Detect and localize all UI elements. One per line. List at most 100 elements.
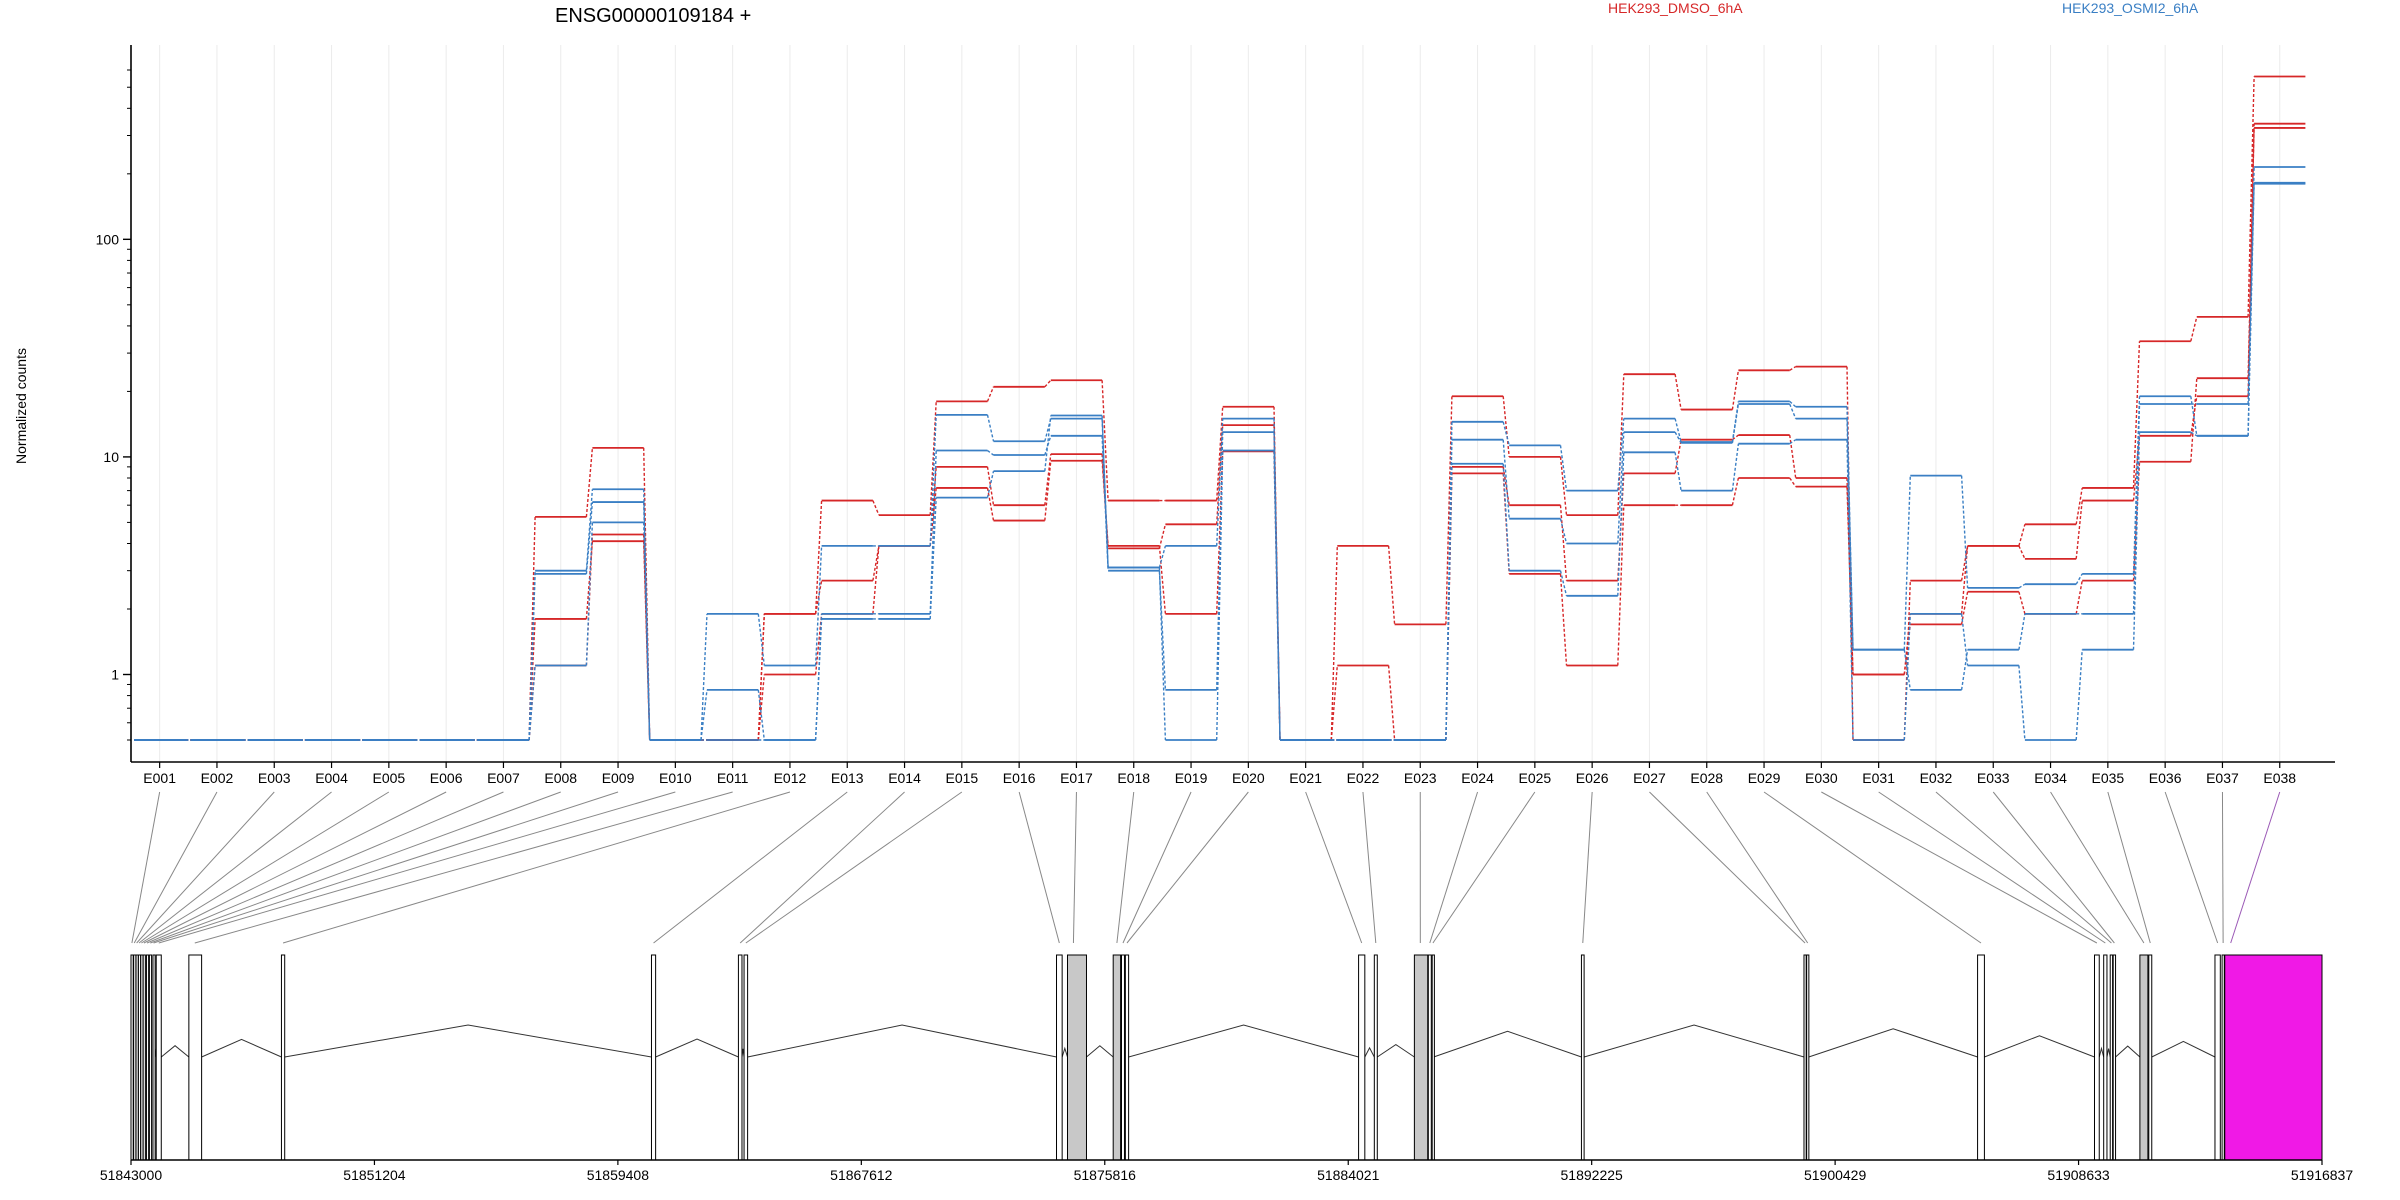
- series-connector: [2190, 431, 2198, 437]
- connector-E028: [1706, 791, 1809, 944]
- x-tick-label-E023: E023: [1404, 770, 1437, 786]
- connector-E038: [2230, 791, 2281, 944]
- series-connector: [1674, 431, 1682, 444]
- exon-E006: [142, 954, 146, 1161]
- x-tick-label-E033: E033: [1977, 770, 2010, 786]
- connector-E015: [745, 791, 963, 944]
- connector-E024: [1429, 791, 1479, 944]
- genomic-tick-label: 51859408: [587, 1167, 650, 1183]
- series-connector: [814, 580, 823, 614]
- series-connector: [1158, 545, 1167, 568]
- series-connector: [2247, 182, 2255, 436]
- exon-E002: [133, 954, 137, 1161]
- series-connector: [1846, 418, 1854, 650]
- series-connector: [528, 665, 536, 741]
- series-connector: [1674, 452, 1682, 491]
- series-connector: [1789, 400, 1797, 408]
- exon-E036: [2214, 954, 2221, 1161]
- x-tick-label-E038: E038: [2263, 770, 2296, 786]
- series-connector: [1789, 434, 1797, 479]
- series-connector: [1044, 415, 1052, 472]
- series-connector: [1617, 505, 1625, 666]
- series-connector: [1559, 445, 1568, 491]
- exon-E018: [1112, 954, 1122, 1161]
- series-connector: [2075, 573, 2083, 585]
- series-connector: [1387, 665, 1396, 741]
- x-tick-label-E003: E003: [258, 770, 291, 786]
- series-connector: [929, 497, 937, 619]
- legend-entry-dmso: HEK293_DMSO_6hA: [1608, 0, 1743, 16]
- exon-E015: [743, 954, 749, 1161]
- exon-E004: [137, 954, 142, 1161]
- series-connector: [1789, 477, 1797, 488]
- x-tick-label-E006: E006: [430, 770, 463, 786]
- intron: [1583, 1024, 1805, 1058]
- series-connector: [1044, 379, 1052, 388]
- series-connector: [1960, 475, 1969, 588]
- series-connector: [585, 522, 594, 666]
- series-connector: [1101, 380, 1109, 501]
- series-connector: [1789, 366, 1797, 371]
- series-connector: [2190, 396, 2198, 436]
- series-connector: [700, 613, 708, 741]
- series-connector: [1559, 518, 1568, 544]
- connector-E005: [141, 791, 390, 944]
- x-tick-label-E028: E028: [1690, 770, 1723, 786]
- series-connector: [643, 522, 651, 741]
- x-tick-label-E024: E024: [1461, 770, 1494, 786]
- exon-E024: [1427, 954, 1432, 1161]
- intron: [1377, 1043, 1415, 1058]
- x-tick-label-E001: E001: [143, 770, 176, 786]
- exon-E016: [1056, 954, 1063, 1161]
- series-connector: [757, 674, 765, 741]
- series-connector: [1960, 649, 1969, 690]
- exon-E013: [650, 954, 657, 1161]
- series-connector: [1387, 545, 1396, 625]
- x-tick-label-E027: E027: [1633, 770, 1666, 786]
- series-connector: [585, 489, 594, 571]
- series-connector: [1789, 403, 1797, 419]
- series-connector: [1731, 434, 1739, 441]
- series-connector: [1960, 545, 1969, 581]
- connector-E031: [1878, 791, 2106, 944]
- exon-E003: [135, 954, 139, 1161]
- series-connector: [1731, 443, 1740, 491]
- series-connector: [2247, 76, 2255, 317]
- genomic-tick-label: 51884021: [1317, 1167, 1380, 1183]
- series-connector: [1617, 374, 1625, 516]
- exon-E005: [140, 954, 144, 1161]
- series-connector: [1044, 454, 1052, 506]
- series-connector: [929, 466, 937, 546]
- series-connector: [1273, 450, 1281, 741]
- connector-E025: [1432, 791, 1536, 944]
- series-connector: [872, 545, 880, 614]
- exon-E026: [1580, 954, 1585, 1161]
- connector-E001: [131, 791, 161, 944]
- x-tick-label-E030: E030: [1805, 770, 1838, 786]
- intron: [2115, 1045, 2141, 1058]
- series-connector: [929, 401, 937, 516]
- series-connector: [1559, 570, 1568, 596]
- series-connector: [2018, 524, 2026, 547]
- exon-E020: [1124, 954, 1130, 1161]
- series-connector: [2132, 432, 2141, 650]
- connector-E011: [194, 791, 733, 944]
- connector-E035: [2107, 791, 2151, 944]
- intron: [1433, 1030, 1582, 1058]
- exon-E034: [2139, 954, 2149, 1161]
- series-lines: [134, 75, 2306, 741]
- x-tick-label-E007: E007: [487, 770, 520, 786]
- exon-E022: [1373, 954, 1378, 1161]
- intron: [1128, 1024, 1359, 1058]
- x-tick-label-E018: E018: [1117, 770, 1150, 786]
- connector-E003: [136, 791, 275, 944]
- series-connector: [1789, 439, 1797, 445]
- series-dmso-1: [134, 75, 2306, 741]
- x-tick-label-E029: E029: [1748, 770, 1781, 786]
- series-connector: [585, 447, 594, 517]
- connector-E008: [150, 791, 561, 944]
- intron: [1364, 1046, 1375, 1058]
- connector-E016: [1018, 791, 1060, 944]
- exon-E011: [188, 954, 203, 1161]
- x-tick-label-E022: E022: [1347, 770, 1380, 786]
